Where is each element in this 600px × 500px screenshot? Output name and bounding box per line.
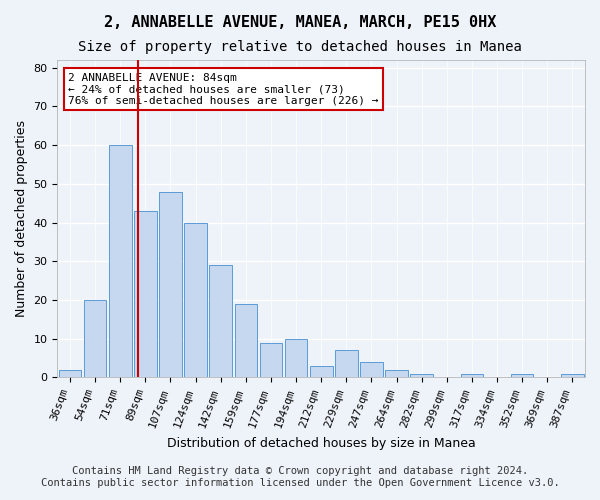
Bar [159, 192, 182, 378]
Text: 2 ANNABELLE AVENUE: 84sqm
← 24% of detached houses are smaller (73)
76% of semi-: 2 ANNABELLE AVENUE: 84sqm ← 24% of detac… [68, 72, 379, 106]
Bar [461, 374, 483, 378]
Bar [335, 350, 358, 378]
Text: 2, ANNABELLE AVENUE, MANEA, MARCH, PE15 0HX: 2, ANNABELLE AVENUE, MANEA, MARCH, PE15 … [104, 15, 496, 30]
Bar [184, 222, 207, 378]
Text: Size of property relative to detached houses in Manea: Size of property relative to detached ho… [78, 40, 522, 54]
Bar [109, 145, 131, 378]
Bar [410, 374, 433, 378]
Bar [511, 374, 533, 378]
Bar [310, 366, 332, 378]
Bar [285, 339, 307, 378]
Bar [360, 362, 383, 378]
Bar [235, 304, 257, 378]
Bar [59, 370, 81, 378]
Bar [84, 300, 106, 378]
Bar [385, 370, 408, 378]
Y-axis label: Number of detached properties: Number of detached properties [15, 120, 28, 317]
Bar [209, 265, 232, 378]
Bar [561, 374, 584, 378]
X-axis label: Distribution of detached houses by size in Manea: Distribution of detached houses by size … [167, 437, 476, 450]
Bar [260, 342, 282, 378]
Text: Contains HM Land Registry data © Crown copyright and database right 2024.
Contai: Contains HM Land Registry data © Crown c… [41, 466, 559, 487]
Bar [134, 211, 157, 378]
